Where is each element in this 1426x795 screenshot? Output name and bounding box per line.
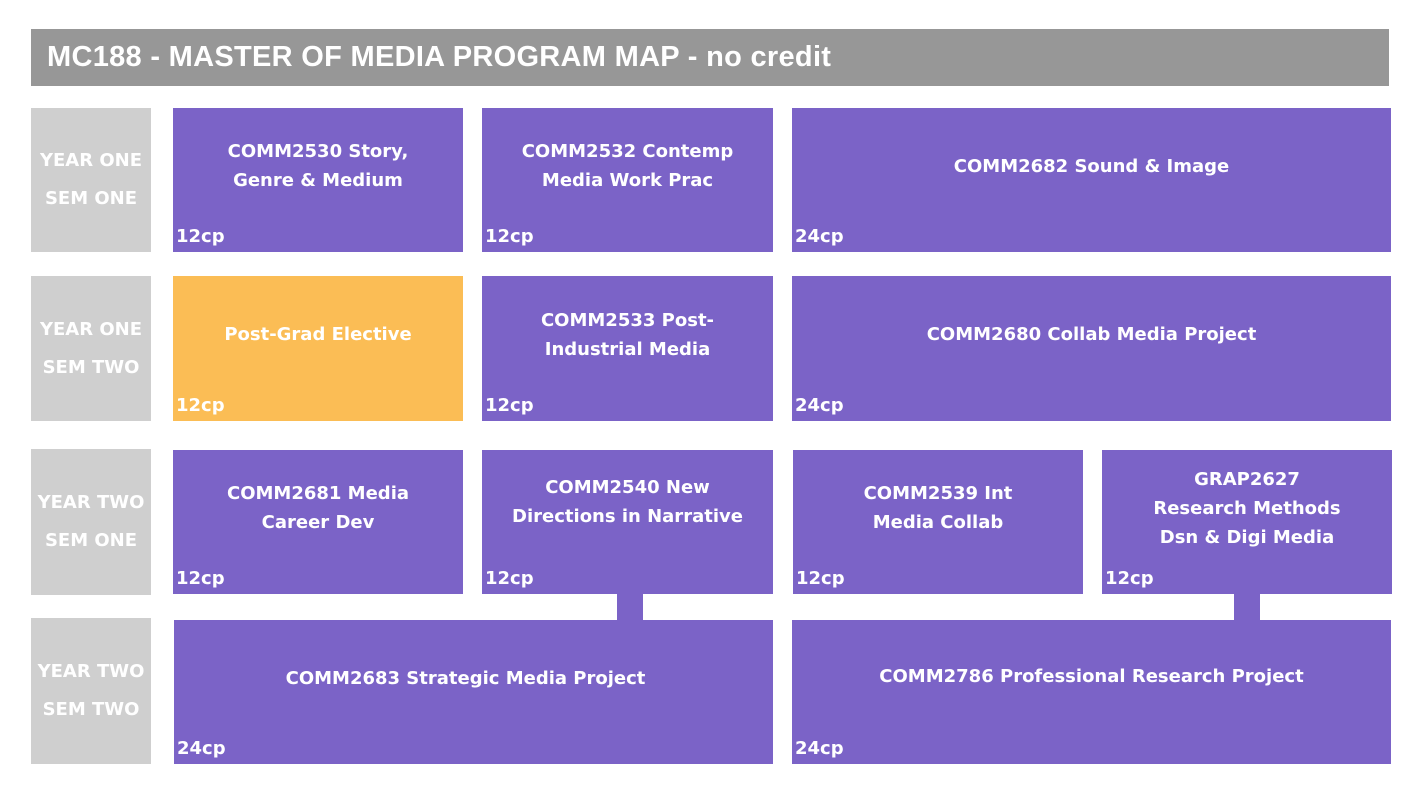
course-name: COMM2682 Sound & Image (953, 155, 1230, 177)
credit-points: 24cp (795, 738, 844, 759)
row-label-year: YEAR ONE (39, 318, 143, 340)
row-label-sem: SEM TWO (42, 699, 140, 720)
course-name: COMM2680 Collab Media Project (926, 324, 1257, 345)
course-name: COMM2532 Contemp Media Work Prac (521, 141, 734, 191)
credit-points: 24cp (795, 395, 844, 416)
row-label-year: YEAR ONE (39, 150, 143, 171)
credit-points: 12cp (176, 568, 225, 589)
course-name: COMM2683 Strategic Media Project (285, 667, 646, 689)
row-label-year: YEAR TWO (37, 492, 145, 513)
row-label-sem: SEM ONE (44, 530, 138, 551)
course-name: COMM2533 Post- Industrial Media (540, 309, 715, 360)
course-name: GRAP2627 Research Methods Dsn & Digi Med… (1153, 468, 1341, 548)
course-name: COMM2539 Int Media Collab (863, 483, 1013, 533)
course-comm2681: COMM2681 Media Career Dev 12cp (173, 450, 463, 594)
row-label-year2-sem1: YEAR TWO SEM ONE (31, 449, 151, 595)
row-label-year: YEAR TWO (37, 661, 145, 682)
course-name: COMM2530 Story, Genre & Medium (227, 141, 409, 191)
page-title: MC188 - MASTER OF MEDIA PROGRAM MAP - no… (31, 29, 1389, 86)
course-post-grad-elective: Post-Grad Elective 12cp (173, 276, 463, 421)
course-comm2680: COMM2680 Collab Media Project 24cp (792, 276, 1391, 421)
course-comm2533: COMM2533 Post- Industrial Media 12cp (482, 276, 773, 421)
credit-points: 12cp (485, 395, 534, 416)
row-label-year2-sem2: YEAR TWO SEM TWO (31, 618, 151, 764)
course-comm2786: COMM2786 Professional Research Project 2… (792, 620, 1391, 764)
course-comm2532: COMM2532 Contemp Media Work Prac 12cp (482, 108, 773, 252)
credit-points: 12cp (485, 226, 534, 247)
course-name: COMM2786 Professional Research Project (879, 665, 1304, 687)
row-label-year1-sem2: YEAR ONE SEM TWO (31, 276, 151, 421)
course-name: Post-Grad Elective (224, 324, 412, 345)
credit-points: 12cp (176, 395, 225, 416)
course-comm2683: COMM2683 Strategic Media Project 24cp (174, 620, 773, 764)
row-label-year1-sem1: YEAR ONE SEM ONE (31, 108, 151, 252)
credit-points: 24cp (177, 738, 226, 759)
credit-points: 12cp (176, 226, 225, 247)
course-comm2540: COMM2540 New Directions in Narrative 12c… (482, 450, 773, 594)
connector-grap2627-comm2786 (1234, 594, 1260, 620)
credit-points: 24cp (795, 226, 844, 247)
course-comm2530: COMM2530 Story, Genre & Medium 12cp (173, 108, 463, 252)
row-label-sem: SEM TWO (42, 356, 140, 378)
connector-comm2540-comm2683 (617, 594, 643, 620)
credit-points: 12cp (1105, 568, 1154, 589)
credit-points: 12cp (796, 568, 845, 589)
course-comm2539: COMM2539 Int Media Collab 12cp (793, 450, 1083, 594)
course-grap2627: GRAP2627 Research Methods Dsn & Digi Med… (1102, 450, 1392, 594)
course-name: COMM2681 Media Career Dev (226, 483, 410, 533)
course-name: COMM2540 New Directions in Narrative (512, 477, 743, 527)
credit-points: 12cp (485, 568, 534, 589)
course-comm2682: COMM2682 Sound & Image 24cp (792, 108, 1391, 252)
row-label-sem: SEM ONE (44, 188, 138, 209)
